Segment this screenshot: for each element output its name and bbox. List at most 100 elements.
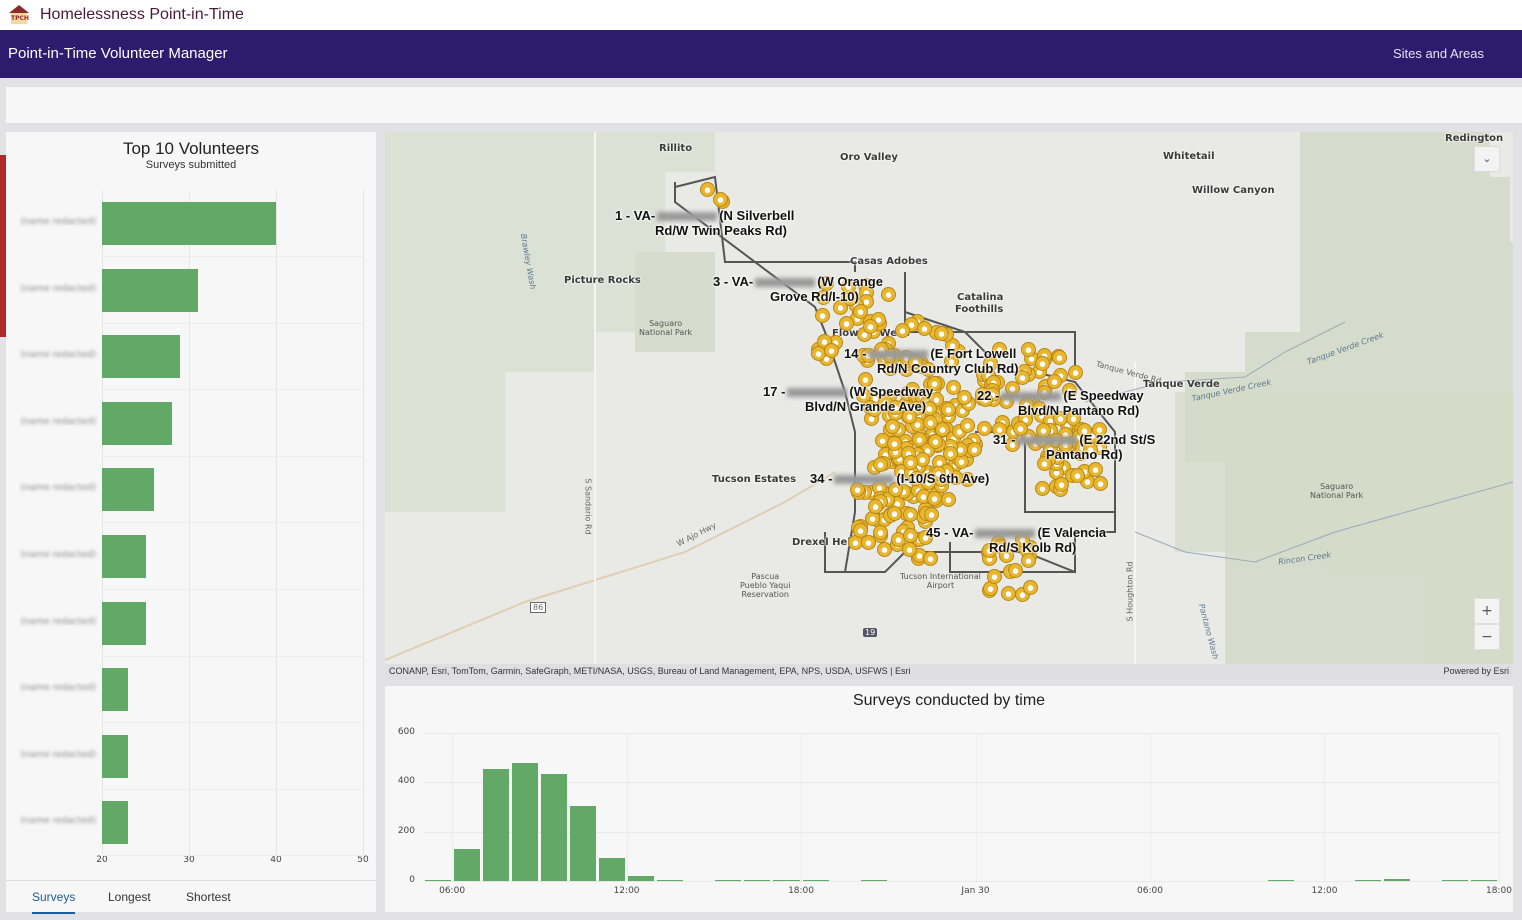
site-label[interactable]: 22 - (E Speedway Blvd/N Pantano Rd) (977, 388, 1144, 418)
volunteer-bar[interactable] (102, 268, 198, 312)
time-bin-bar[interactable] (1267, 879, 1294, 881)
zoom-out-button[interactable]: − (1474, 624, 1500, 650)
survey-point-marker[interactable] (824, 342, 840, 358)
survey-point-marker[interactable] (1077, 422, 1093, 438)
survey-point-marker[interactable] (1020, 342, 1036, 358)
survey-point-marker[interactable] (841, 279, 857, 295)
survey-point-marker[interactable] (1065, 411, 1081, 427)
site-label[interactable]: 17 - (W Speedway Blvd/N Grande Ave) (763, 384, 934, 414)
time-bin-bar[interactable] (511, 763, 538, 881)
time-bin-bar[interactable] (628, 876, 655, 881)
survey-point-marker[interactable] (917, 320, 933, 336)
survey-point-marker[interactable] (1047, 373, 1063, 389)
time-bin-bar[interactable] (569, 805, 596, 881)
survey-point-marker[interactable] (992, 421, 1007, 437)
survey-point-marker[interactable] (940, 402, 956, 418)
survey-point-marker[interactable] (941, 492, 956, 508)
survey-point-marker[interactable] (838, 316, 854, 332)
survey-point-marker[interactable] (902, 507, 918, 523)
time-bin-bar[interactable] (453, 848, 480, 881)
survey-point-marker[interactable] (983, 356, 999, 372)
tab-shortest[interactable]: Shortest (186, 890, 231, 904)
survey-point-marker[interactable] (923, 414, 939, 430)
survey-point-marker[interactable] (1061, 383, 1077, 399)
collapse-chevron-icon[interactable]: ⌄ (1474, 146, 1500, 172)
survey-point-marker[interactable] (934, 421, 950, 437)
time-bin-bar[interactable] (598, 858, 626, 881)
time-bin-bar[interactable] (482, 768, 509, 881)
volunteer-bar[interactable] (102, 734, 129, 778)
survey-point-marker[interactable] (998, 548, 1014, 564)
survey-point-marker[interactable] (934, 325, 950, 341)
time-bin-bar[interactable] (860, 879, 887, 881)
survey-point-marker[interactable] (884, 418, 900, 434)
survey-point-marker[interactable] (1020, 553, 1036, 569)
survey-point-marker[interactable] (1082, 442, 1098, 458)
survey-point-marker[interactable] (881, 287, 897, 303)
time-bin-bar[interactable] (715, 879, 742, 881)
tab-longest[interactable]: Longest (108, 890, 151, 904)
survey-point-marker[interactable] (959, 418, 975, 433)
volunteer-bar[interactable] (102, 202, 276, 245)
site-label[interactable]: 31 - (E 22nd St/S Pantano Rd) (993, 432, 1156, 462)
time-bin-bar[interactable] (540, 774, 567, 881)
time-bin-bar[interactable] (1471, 879, 1498, 881)
survey-point-marker[interactable] (976, 420, 992, 436)
time-bin-bar[interactable] (802, 879, 829, 881)
site-label[interactable]: 1 - VA- (N Silverbell Rd/W Twin Peaks Rd) (615, 208, 795, 238)
powered-by-esri[interactable]: Powered by Esri (1443, 666, 1509, 676)
survey-point-marker[interactable] (712, 192, 728, 208)
site-label[interactable]: 14 - (E Fort Lowell Rd/N Country Club Rd) (844, 346, 1019, 376)
site-label[interactable]: 3 - VA- (W Orange Grove Rd/I-10) (713, 274, 883, 304)
survey-point-marker[interactable] (887, 506, 903, 522)
survey-point-marker[interactable] (982, 542, 998, 558)
survey-point-marker[interactable] (860, 535, 876, 551)
survey-point-marker[interactable] (1051, 350, 1067, 366)
time-bin-bar[interactable] (657, 879, 684, 881)
survey-point-marker[interactable] (815, 289, 831, 305)
survey-point-marker[interactable] (1093, 475, 1109, 491)
time-bin-bar[interactable] (1384, 878, 1411, 881)
survey-point-marker[interactable] (1014, 370, 1030, 386)
survey-point-marker[interactable] (902, 408, 918, 424)
survey-point-marker[interactable] (872, 457, 888, 473)
survey-point-marker[interactable] (855, 387, 871, 403)
volunteer-bar[interactable] (102, 668, 129, 712)
survey-point-marker[interactable] (923, 550, 939, 566)
survey-point-marker[interactable] (923, 506, 939, 522)
survey-point-marker[interactable] (1091, 422, 1107, 438)
survey-point-marker[interactable] (928, 433, 944, 449)
time-bin-bar[interactable] (744, 879, 771, 881)
sites-map[interactable]: Rillito Oro Valley Whitetail Willow Cany… (385, 132, 1513, 664)
survey-point-marker[interactable] (966, 441, 982, 457)
site-label[interactable]: 45 - VA- (E Valencia Rd/S Kolb Rd) (926, 525, 1107, 555)
survey-point-marker[interactable] (887, 399, 903, 415)
site-label[interactable]: 34 - (I-10/S 6th Ave) (810, 471, 990, 486)
survey-point-marker[interactable] (908, 471, 924, 487)
time-bin-bar[interactable] (1355, 879, 1382, 881)
survey-point-marker[interactable] (1032, 401, 1048, 417)
survey-point-marker[interactable] (1023, 580, 1039, 596)
survey-point-marker[interactable] (1036, 455, 1052, 471)
survey-point-marker[interactable] (1000, 586, 1016, 602)
survey-point-marker[interactable] (977, 391, 993, 407)
volunteer-bar[interactable] (102, 801, 129, 845)
survey-point-marker[interactable] (895, 322, 911, 338)
survey-point-marker[interactable] (1034, 356, 1050, 372)
survey-point-marker[interactable] (888, 481, 904, 497)
survey-point-marker[interactable] (1053, 477, 1069, 493)
survey-point-marker[interactable] (942, 446, 958, 462)
survey-point-marker[interactable] (1013, 421, 1029, 437)
volunteer-bar[interactable] (102, 468, 155, 512)
survey-point-marker[interactable] (814, 307, 830, 323)
survey-point-marker[interactable] (956, 389, 972, 405)
survey-point-marker[interactable] (930, 465, 946, 481)
survey-point-marker[interactable] (852, 522, 868, 538)
time-bin-bar[interactable] (424, 879, 451, 881)
survey-point-marker[interactable] (876, 541, 892, 557)
survey-point-marker[interactable] (1068, 364, 1084, 380)
tab-surveys[interactable]: Surveys (32, 890, 76, 914)
volunteer-bar[interactable] (102, 601, 146, 645)
survey-point-marker[interactable] (903, 528, 919, 544)
survey-point-marker[interactable] (991, 342, 1007, 358)
